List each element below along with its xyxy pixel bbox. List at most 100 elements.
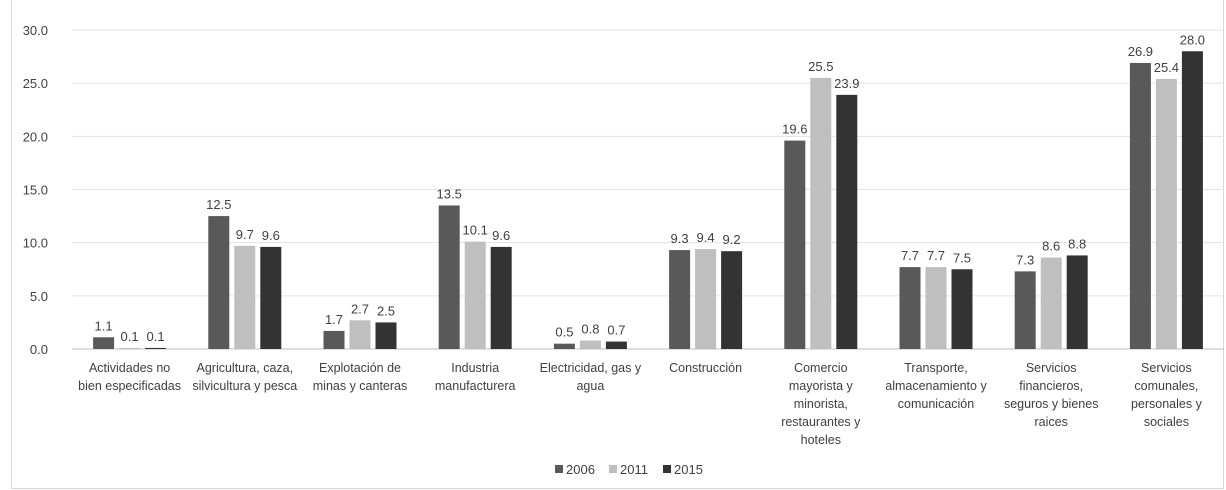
category-label: minorista,: [794, 397, 848, 411]
bar-2006: [553, 343, 575, 349]
bar-2011: [119, 347, 141, 349]
bar-2006: [323, 330, 345, 349]
data-label-2006: 9.3: [671, 231, 689, 246]
category-label: agua: [576, 379, 604, 393]
bar-2006: [93, 337, 115, 349]
data-label-2011: 9.7: [236, 227, 254, 242]
category-label: restaurantes y: [781, 415, 861, 429]
data-label-2015: 7.5: [953, 250, 971, 265]
data-label-2011: 8.6: [1042, 239, 1060, 254]
bar-2006: [438, 205, 460, 349]
legend-label-2006: 2006: [566, 462, 595, 477]
bar-2011: [234, 245, 256, 349]
bar-2011: [695, 249, 717, 349]
data-label-2006: 26.9: [1128, 44, 1153, 59]
category-label: Servicios: [1141, 361, 1192, 375]
bar-chart: 0.0 5.0 10.0 15.0 20.0 25.0 30.0 1.1 0.1 0.1 Activ…: [23, 23, 1224, 477]
data-label-2011: 25.5: [808, 59, 833, 74]
legend-swatch-2015: [663, 465, 671, 473]
category-label: Agricultura, caza,: [197, 361, 294, 375]
bar-2006: [669, 250, 691, 349]
data-label-2006: 13.5: [437, 186, 462, 201]
category-label: sociales: [1144, 415, 1189, 429]
category-label: mayorista y: [789, 379, 854, 393]
bar-2015: [1181, 51, 1203, 350]
data-label-2015: 0.7: [607, 323, 625, 338]
category-label: raices: [1035, 415, 1068, 429]
legend-swatch-2011: [609, 465, 617, 473]
bar-2015: [951, 269, 973, 349]
bar-2006: [1129, 62, 1151, 350]
data-label-2015: 0.1: [147, 329, 165, 344]
category-label: Explotación de: [319, 361, 401, 375]
category-label: bien especificadas: [78, 379, 181, 393]
legend-label-2011: 2011: [620, 462, 648, 477]
bar-2011: [464, 241, 486, 349]
bar-2015: [260, 246, 282, 349]
data-label-2011: 0.1: [121, 329, 139, 344]
legend-label-2015: 2015: [674, 462, 703, 477]
category-label: Construcción: [669, 361, 742, 375]
bar-2015: [490, 246, 512, 349]
category-label: almacenamiento y: [885, 379, 987, 393]
category-label: comunicación: [898, 397, 974, 411]
data-label-2015: 2.5: [377, 303, 395, 318]
category-label: comunales,: [1134, 379, 1198, 393]
category-label: silvicultura y pesca: [192, 379, 297, 393]
bar-2015: [1066, 255, 1088, 349]
data-label-2011: 25.4: [1154, 60, 1179, 75]
bar-2015: [721, 251, 743, 349]
data-label-2011: 7.7: [927, 248, 945, 263]
data-label-2006: 0.5: [555, 325, 573, 340]
category-label: manufacturera: [435, 379, 516, 393]
data-label-2006: 1.1: [95, 318, 113, 333]
category-label: Comercio: [794, 361, 848, 375]
data-label-2015: 28.0: [1180, 32, 1205, 47]
category-label: Industria: [451, 361, 499, 375]
data-label-2015: 9.6: [492, 228, 510, 243]
y-tick-label: 15.0: [23, 183, 48, 198]
bar-2006: [1014, 271, 1036, 349]
y-tick-label: 10.0: [23, 236, 48, 251]
data-label-2011: 0.8: [581, 321, 599, 336]
bar-2015: [605, 341, 627, 349]
chart-frame: 0.0 5.0 10.0 15.0 20.0 25.0 30.0 1.1 0.1 0.1 Activ…: [11, 0, 1224, 489]
bar-2006: [784, 140, 806, 349]
category-label: hoteles: [801, 433, 841, 447]
category-label: Servicios: [1026, 361, 1077, 375]
bar-2015: [836, 94, 858, 349]
bar-2011: [1155, 78, 1177, 349]
data-label-2006: 7.7: [901, 248, 919, 263]
data-label-2015: 8.8: [1068, 236, 1086, 251]
y-tick-label: 30.0: [23, 23, 48, 38]
data-label-2011: 9.4: [697, 230, 715, 245]
category-label: seguros y bienes: [1004, 397, 1099, 411]
bar-2011: [810, 77, 832, 349]
y-tick-label: 5.0: [30, 289, 48, 304]
data-label-2015: 9.6: [262, 228, 280, 243]
category-label: Transporte,: [904, 361, 967, 375]
category-label: minas y canteras: [313, 379, 407, 393]
data-label-2006: 7.3: [1016, 252, 1034, 267]
bar-2015: [375, 322, 397, 349]
data-label-2006: 12.5: [206, 197, 231, 212]
bar-2006: [208, 216, 230, 349]
category-label: personales y: [1131, 397, 1203, 411]
data-label-2006: 1.7: [325, 312, 343, 327]
bar-2011: [925, 267, 947, 349]
data-label-2006: 19.6: [782, 122, 807, 137]
bar-2011: [1040, 257, 1062, 349]
data-label-2011: 10.1: [463, 223, 488, 238]
data-label-2015: 9.2: [723, 232, 741, 247]
category-label: Electricidad, gas y: [540, 361, 642, 375]
y-tick-label: 25.0: [23, 76, 48, 91]
data-label-2015: 23.9: [834, 76, 859, 91]
category-label: financieros,: [1019, 379, 1083, 393]
bar-2011: [579, 340, 601, 349]
legend-swatch-2006: [555, 465, 563, 473]
category-label: Actividades no: [89, 361, 170, 375]
data-label-2011: 2.7: [351, 301, 369, 316]
y-tick-label: 20.0: [23, 129, 48, 144]
bar-2011: [349, 320, 371, 349]
y-tick-label: 0.0: [30, 342, 48, 357]
